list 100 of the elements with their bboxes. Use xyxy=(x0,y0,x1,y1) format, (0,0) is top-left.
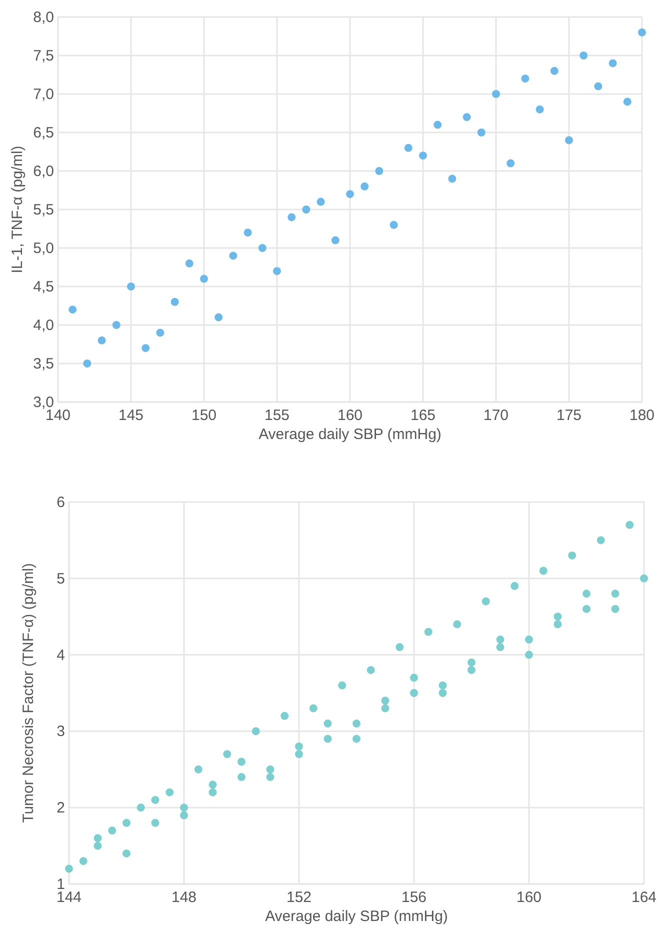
point xyxy=(608,59,617,68)
point xyxy=(352,720,360,728)
point xyxy=(200,274,208,283)
point xyxy=(258,244,266,252)
point xyxy=(468,658,476,666)
point xyxy=(185,259,194,268)
point xyxy=(525,650,533,659)
x-tick-label: 150 xyxy=(191,407,217,424)
y-tick-label: 7,5 xyxy=(33,48,54,64)
point xyxy=(108,826,116,835)
point xyxy=(611,590,620,598)
point xyxy=(582,604,590,613)
y-tick-label: 5 xyxy=(56,570,65,588)
y-tick-label: 3 xyxy=(56,723,65,740)
point xyxy=(510,582,519,590)
point xyxy=(324,720,332,728)
point xyxy=(492,90,500,98)
point xyxy=(238,773,246,782)
point xyxy=(366,666,375,674)
point xyxy=(404,144,412,152)
x-axis-title: Average daily SBP (mmHg) xyxy=(258,426,442,443)
point xyxy=(156,328,164,337)
point xyxy=(419,152,427,160)
y-axis-title: IL-1, TNF-α (pg/ml) xyxy=(9,146,26,274)
x-tick-label: 152 xyxy=(286,889,312,906)
y-tick-label: 8,0 xyxy=(33,9,54,26)
point xyxy=(136,804,145,812)
point xyxy=(468,666,476,674)
x-tick-label: 145 xyxy=(118,407,144,424)
point xyxy=(623,98,632,106)
point xyxy=(194,765,202,774)
y-tick-label: 3,5 xyxy=(33,356,54,372)
x-axis-title: Average daily SBP (mmHg) xyxy=(265,908,448,925)
point xyxy=(208,788,217,796)
point xyxy=(214,313,223,322)
point xyxy=(580,52,588,60)
point xyxy=(381,704,390,712)
point xyxy=(482,597,490,606)
point xyxy=(410,689,418,697)
point xyxy=(302,206,310,214)
y-tick-label: 2 xyxy=(56,800,65,817)
point xyxy=(112,321,120,329)
point xyxy=(521,74,530,83)
y-axis-title: Tumor Necrosis Factor (TNF-α) (pg/ml) xyxy=(20,563,37,823)
point xyxy=(338,681,346,690)
point xyxy=(142,344,150,352)
point xyxy=(462,113,471,122)
y-tick-label: 5,5 xyxy=(33,202,54,218)
y-tick-label: 4,0 xyxy=(33,317,54,334)
point xyxy=(525,636,533,644)
point xyxy=(170,298,179,306)
point xyxy=(438,681,447,690)
point xyxy=(352,734,360,743)
point xyxy=(229,252,238,260)
point xyxy=(331,236,340,244)
point xyxy=(596,536,605,544)
point xyxy=(496,643,504,652)
point xyxy=(180,811,188,820)
point xyxy=(223,750,232,758)
point xyxy=(568,551,576,560)
point xyxy=(390,220,398,229)
point xyxy=(280,712,289,720)
point xyxy=(448,174,456,183)
point xyxy=(295,750,303,758)
x-tick-label: 180 xyxy=(629,407,655,424)
point xyxy=(252,727,260,736)
point xyxy=(65,864,73,873)
point xyxy=(122,818,130,827)
point xyxy=(506,159,515,168)
point xyxy=(151,818,160,827)
point xyxy=(565,136,573,144)
y-tick-label: 5,0 xyxy=(33,240,54,257)
point xyxy=(295,742,303,750)
x-tick-label: 175 xyxy=(556,407,582,424)
x-tick-label: 160 xyxy=(516,889,542,906)
point xyxy=(550,66,558,75)
x-tick-label: 170 xyxy=(483,407,509,424)
point xyxy=(375,167,384,175)
x-tick-label: 148 xyxy=(171,889,197,906)
point xyxy=(324,734,332,743)
point xyxy=(582,590,590,598)
y-tick-label: 6 xyxy=(56,494,65,511)
point xyxy=(381,696,390,705)
point xyxy=(83,360,92,368)
y-tick-label: 7,0 xyxy=(33,86,54,103)
point xyxy=(536,105,544,114)
point xyxy=(640,574,648,582)
point xyxy=(554,620,562,628)
point xyxy=(346,190,354,198)
point xyxy=(316,198,325,206)
y-tick-label: 6,5 xyxy=(33,124,54,142)
point xyxy=(638,28,646,36)
point xyxy=(434,120,442,129)
point xyxy=(554,612,562,621)
point xyxy=(122,849,130,858)
point xyxy=(496,636,504,644)
point xyxy=(127,282,135,290)
y-tick-label: 4 xyxy=(56,646,65,664)
point xyxy=(244,228,252,237)
point xyxy=(438,689,447,697)
